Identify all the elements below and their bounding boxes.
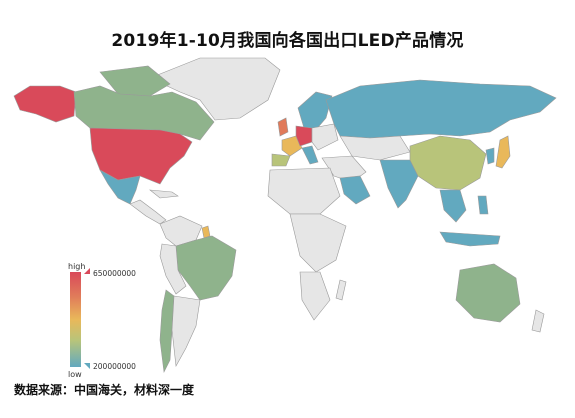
legend-low-label: low <box>68 370 82 379</box>
region-central-africa <box>289 213 347 273</box>
region-indonesia <box>439 231 501 247</box>
region-argentina <box>171 295 201 367</box>
region-peru-bolivia <box>159 243 187 295</box>
region-italy <box>301 145 319 165</box>
region-arctic-canada <box>99 65 171 97</box>
region-france <box>281 135 303 157</box>
region-north-africa <box>267 167 341 215</box>
legend-high-label: high <box>68 262 86 271</box>
region-east-europe <box>311 123 339 151</box>
region-madagascar <box>335 279 347 301</box>
legend-color-bar <box>70 272 81 367</box>
region-korea <box>485 147 495 165</box>
region-japan <box>495 135 511 169</box>
region-germany <box>295 125 313 147</box>
region-mexico <box>99 169 141 205</box>
region-brazil <box>175 235 237 301</box>
region-south-africa <box>299 271 331 321</box>
region-new-zealand <box>531 309 545 333</box>
map-title: 2019年1-10月我国向各国出口LED产品情况 <box>111 31 464 51</box>
region-uk <box>277 117 289 137</box>
region-philippines <box>477 195 489 215</box>
region-caribbean <box>149 189 179 199</box>
region-southeast-asia <box>439 189 467 223</box>
region-usa <box>89 127 193 185</box>
legend-max-value: 650000000 <box>93 269 136 278</box>
region-spain <box>271 153 291 167</box>
legend-low-marker <box>84 363 90 369</box>
region-alaska <box>13 85 77 123</box>
region-greenland <box>149 57 281 121</box>
region-australia <box>455 263 521 323</box>
region-russia <box>325 79 557 139</box>
data-source-note: 数据来源：中国海关，材料深一度 <box>14 383 195 397</box>
region-china <box>409 135 487 191</box>
region-india <box>379 159 419 209</box>
region-saudi-arabia <box>339 175 371 205</box>
region-central-america <box>129 199 167 225</box>
region-guyana <box>201 225 211 239</box>
legend-high-marker <box>84 268 90 274</box>
legend-min-value: 200000000 <box>93 362 136 371</box>
